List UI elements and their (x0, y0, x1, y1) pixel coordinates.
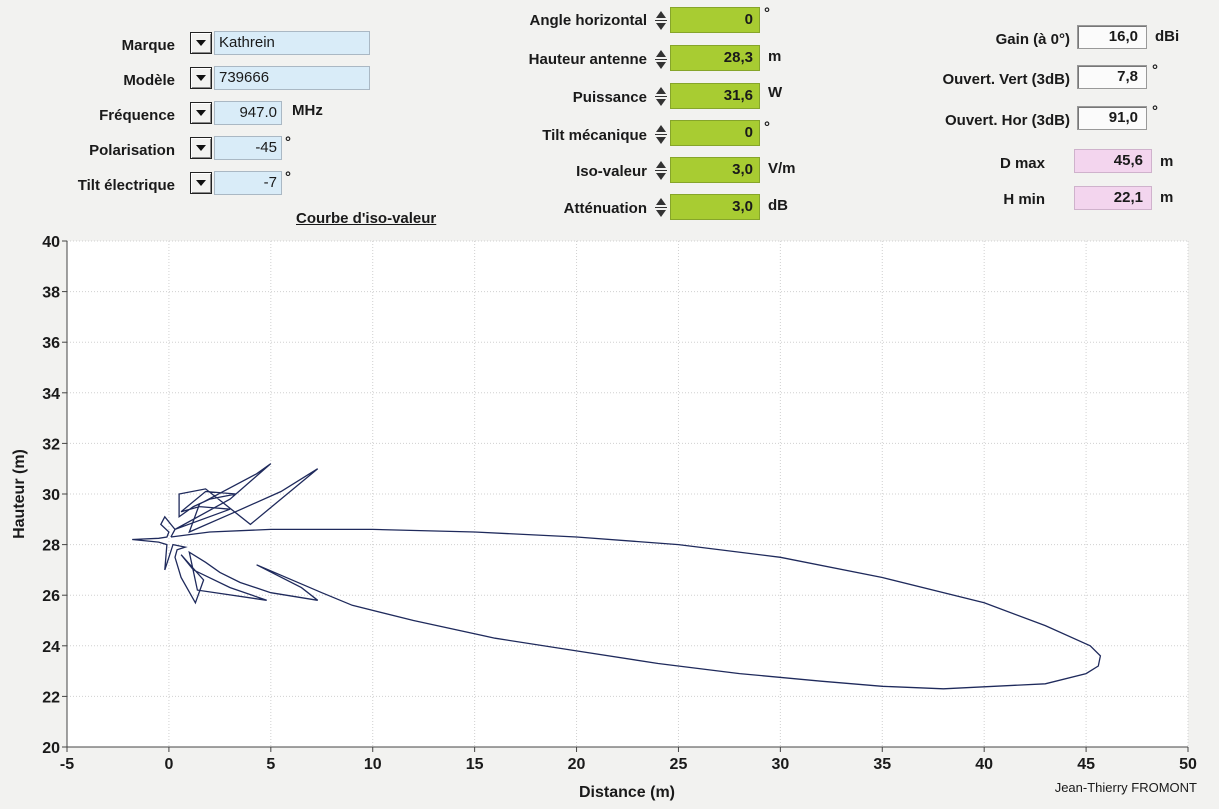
iso-value-chart: -5 0 5 10 15 20 25 30 35 40 45 50 20 22 24 26 28 30 32 34 3… (11, 234, 1197, 801)
attenuation-unit: dB (768, 197, 788, 214)
d-max-unit: m (1160, 153, 1174, 170)
y-tick-label: 38 (42, 285, 60, 302)
modele-dropdown-button[interactable] (190, 67, 212, 89)
angle-horizontal-unit: ° (764, 5, 770, 22)
puissance-spinner[interactable] (654, 85, 668, 109)
y-axis-label: Hauteur (m) (11, 449, 28, 539)
angle-horizontal-label: Angle horizontal (529, 12, 648, 29)
iso-valeur-field[interactable]: 3,0 (670, 157, 760, 183)
x-tick-labels: -5 0 5 10 15 20 25 30 35 40 45 50 (60, 756, 1197, 773)
tilt-mecanique-unit: ° (764, 119, 770, 136)
polarisation-unit: ° (285, 134, 291, 151)
modele-label: Modèle (123, 72, 175, 89)
y-tick-label: 32 (42, 436, 60, 453)
ouvert-hor-field: 91,0 (1077, 106, 1147, 130)
gain-field: 16,0 (1077, 25, 1147, 49)
y-tick-label: 20 (42, 740, 60, 757)
puissance-unit: W (768, 84, 783, 101)
polarisation-field[interactable]: -45 (214, 136, 282, 160)
iso-valeur-spinner[interactable] (654, 159, 668, 183)
ouvert-vert-label: Ouvert. Vert (3dB) (942, 71, 1070, 88)
ouvert-hor-unit: ° (1152, 103, 1158, 120)
tilt-electrique-unit: ° (285, 169, 291, 186)
x-tick-label: 45 (1077, 756, 1095, 773)
y-tick-label: 28 (42, 538, 60, 555)
tilt-electrique-dropdown-button[interactable] (190, 172, 212, 194)
y-tick-labels: 20 22 24 26 28 30 32 34 36 38 40 (42, 234, 60, 757)
frequence-dropdown-button[interactable] (190, 102, 212, 124)
x-tick-label: 15 (466, 756, 484, 773)
puissance-field[interactable]: 31,6 (670, 83, 760, 109)
attenuation-field[interactable]: 3,0 (670, 194, 760, 220)
gain-label: Gain (à 0°) (995, 31, 1070, 48)
x-tick-label: 5 (266, 756, 275, 773)
y-tick-label: 40 (42, 234, 60, 251)
x-tick-label: 20 (568, 756, 586, 773)
iso-value-curve (132, 463, 1102, 690)
ouvert-vert-unit: ° (1152, 62, 1158, 79)
tilt-mecanique-field[interactable]: 0 (670, 120, 760, 146)
gain-unit: dBi (1155, 28, 1180, 45)
x-tick-label: 30 (771, 756, 789, 773)
chart-title: Courbe d'iso-valeur (296, 210, 437, 227)
x-tick-label: 10 (364, 756, 382, 773)
y-tick-label: 22 (42, 689, 60, 706)
tilt-electrique-label: Tilt électrique (77, 177, 175, 194)
x-tick-label: 0 (164, 756, 173, 773)
h-min-field: 22,1 (1074, 186, 1152, 210)
tilt-mecanique-spinner[interactable] (654, 123, 668, 147)
y-tick-label: 36 (42, 335, 60, 352)
chart-axes (62, 240, 1189, 752)
x-tick-label: 40 (975, 756, 993, 773)
attenuation-spinner[interactable] (654, 196, 668, 220)
x-tick-label: 25 (670, 756, 688, 773)
marque-dropdown-button[interactable] (190, 32, 212, 54)
y-tick-label: 30 (42, 487, 60, 504)
h-min-unit: m (1160, 189, 1174, 206)
tilt-mecanique-label: Tilt mécanique (542, 127, 647, 144)
h-min-label: H min (1003, 191, 1045, 208)
angle-horizontal-spinner[interactable] (654, 9, 668, 33)
frequence-field[interactable]: 947.0 (214, 101, 282, 125)
hauteur-antenne-spinner[interactable] (654, 48, 668, 72)
polarisation-label: Polarisation (89, 142, 175, 159)
marque-label: Marque (121, 37, 175, 54)
x-axis-label: Distance (m) (579, 784, 675, 801)
hauteur-antenne-label: Hauteur antenne (528, 51, 647, 68)
frequence-label: Fréquence (99, 107, 175, 124)
tilt-electrique-field[interactable]: -7 (214, 171, 282, 195)
y-tick-label: 26 (42, 588, 60, 605)
iso-valeur-unit: V/m (768, 160, 796, 177)
y-tick-label: 34 (42, 386, 60, 403)
hauteur-antenne-field[interactable]: 28,3 (670, 45, 760, 71)
angle-horizontal-field[interactable]: 0 (670, 7, 760, 33)
ouvert-vert-field: 7,8 (1077, 65, 1147, 89)
polarisation-dropdown-button[interactable] (190, 137, 212, 159)
y-tick-label: 24 (42, 639, 60, 656)
d-max-field: 45,6 (1074, 149, 1152, 173)
x-tick-label: 50 (1179, 756, 1197, 773)
x-tick-label: -5 (60, 756, 74, 773)
marque-field[interactable]: Kathrein (214, 31, 370, 55)
author-credit: Jean-Thierry FROMONT (1054, 780, 1197, 795)
frequence-unit: MHz (292, 102, 323, 119)
attenuation-label: Atténuation (563, 200, 647, 217)
modele-field[interactable]: 739666 (214, 66, 370, 90)
puissance-label: Puissance (572, 89, 647, 106)
ouvert-hor-label: Ouvert. Hor (3dB) (944, 112, 1070, 129)
d-max-label: D max (999, 155, 1045, 172)
x-tick-label: 35 (873, 756, 891, 773)
hauteur-antenne-unit: m (768, 48, 782, 65)
iso-valeur-label: Iso-valeur (576, 163, 647, 180)
